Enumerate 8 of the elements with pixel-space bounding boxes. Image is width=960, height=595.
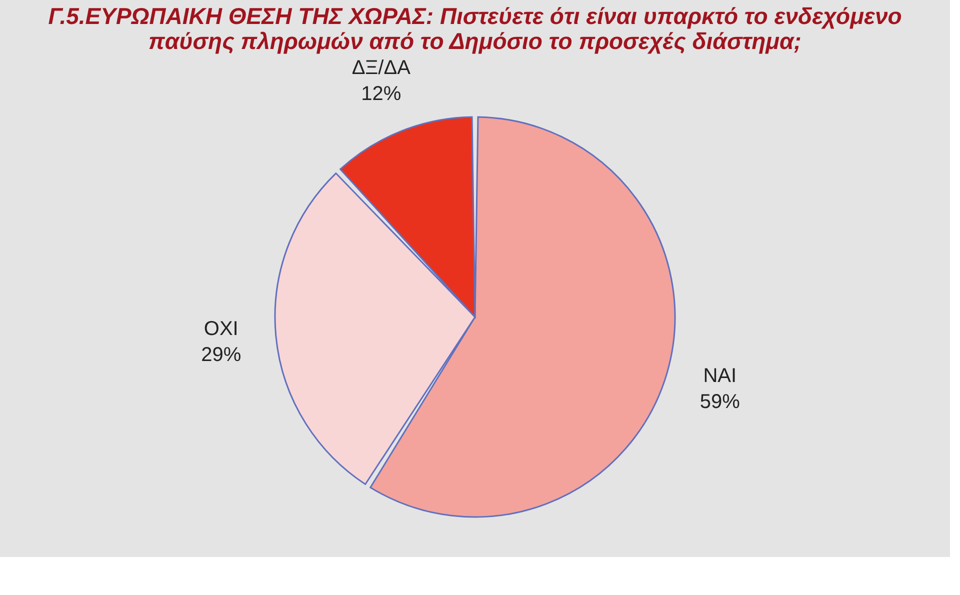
slice-label: ΟΧΙ — [204, 318, 238, 340]
text: παύσης πληρωμών από το Δημόσιο το προσεχές διάστημα; — [148, 28, 802, 54]
slice-label: ΔΞ/ΔΑ — [352, 56, 412, 79]
data-label: 12% — [361, 82, 402, 105]
data-label: 29% — [201, 344, 242, 366]
slice-label: ΝΑΙ — [703, 365, 737, 388]
data-label: 59% — [700, 391, 740, 414]
text: Γ.5.ΕΥΡΩΠΑΙΚΗ ΘΕΣΗ ΤΗΣ ΧΩΡΑΣ: Πιστεύετε ότι είναι υπαρκτό το ενδεχόμενο — [48, 2, 902, 29]
